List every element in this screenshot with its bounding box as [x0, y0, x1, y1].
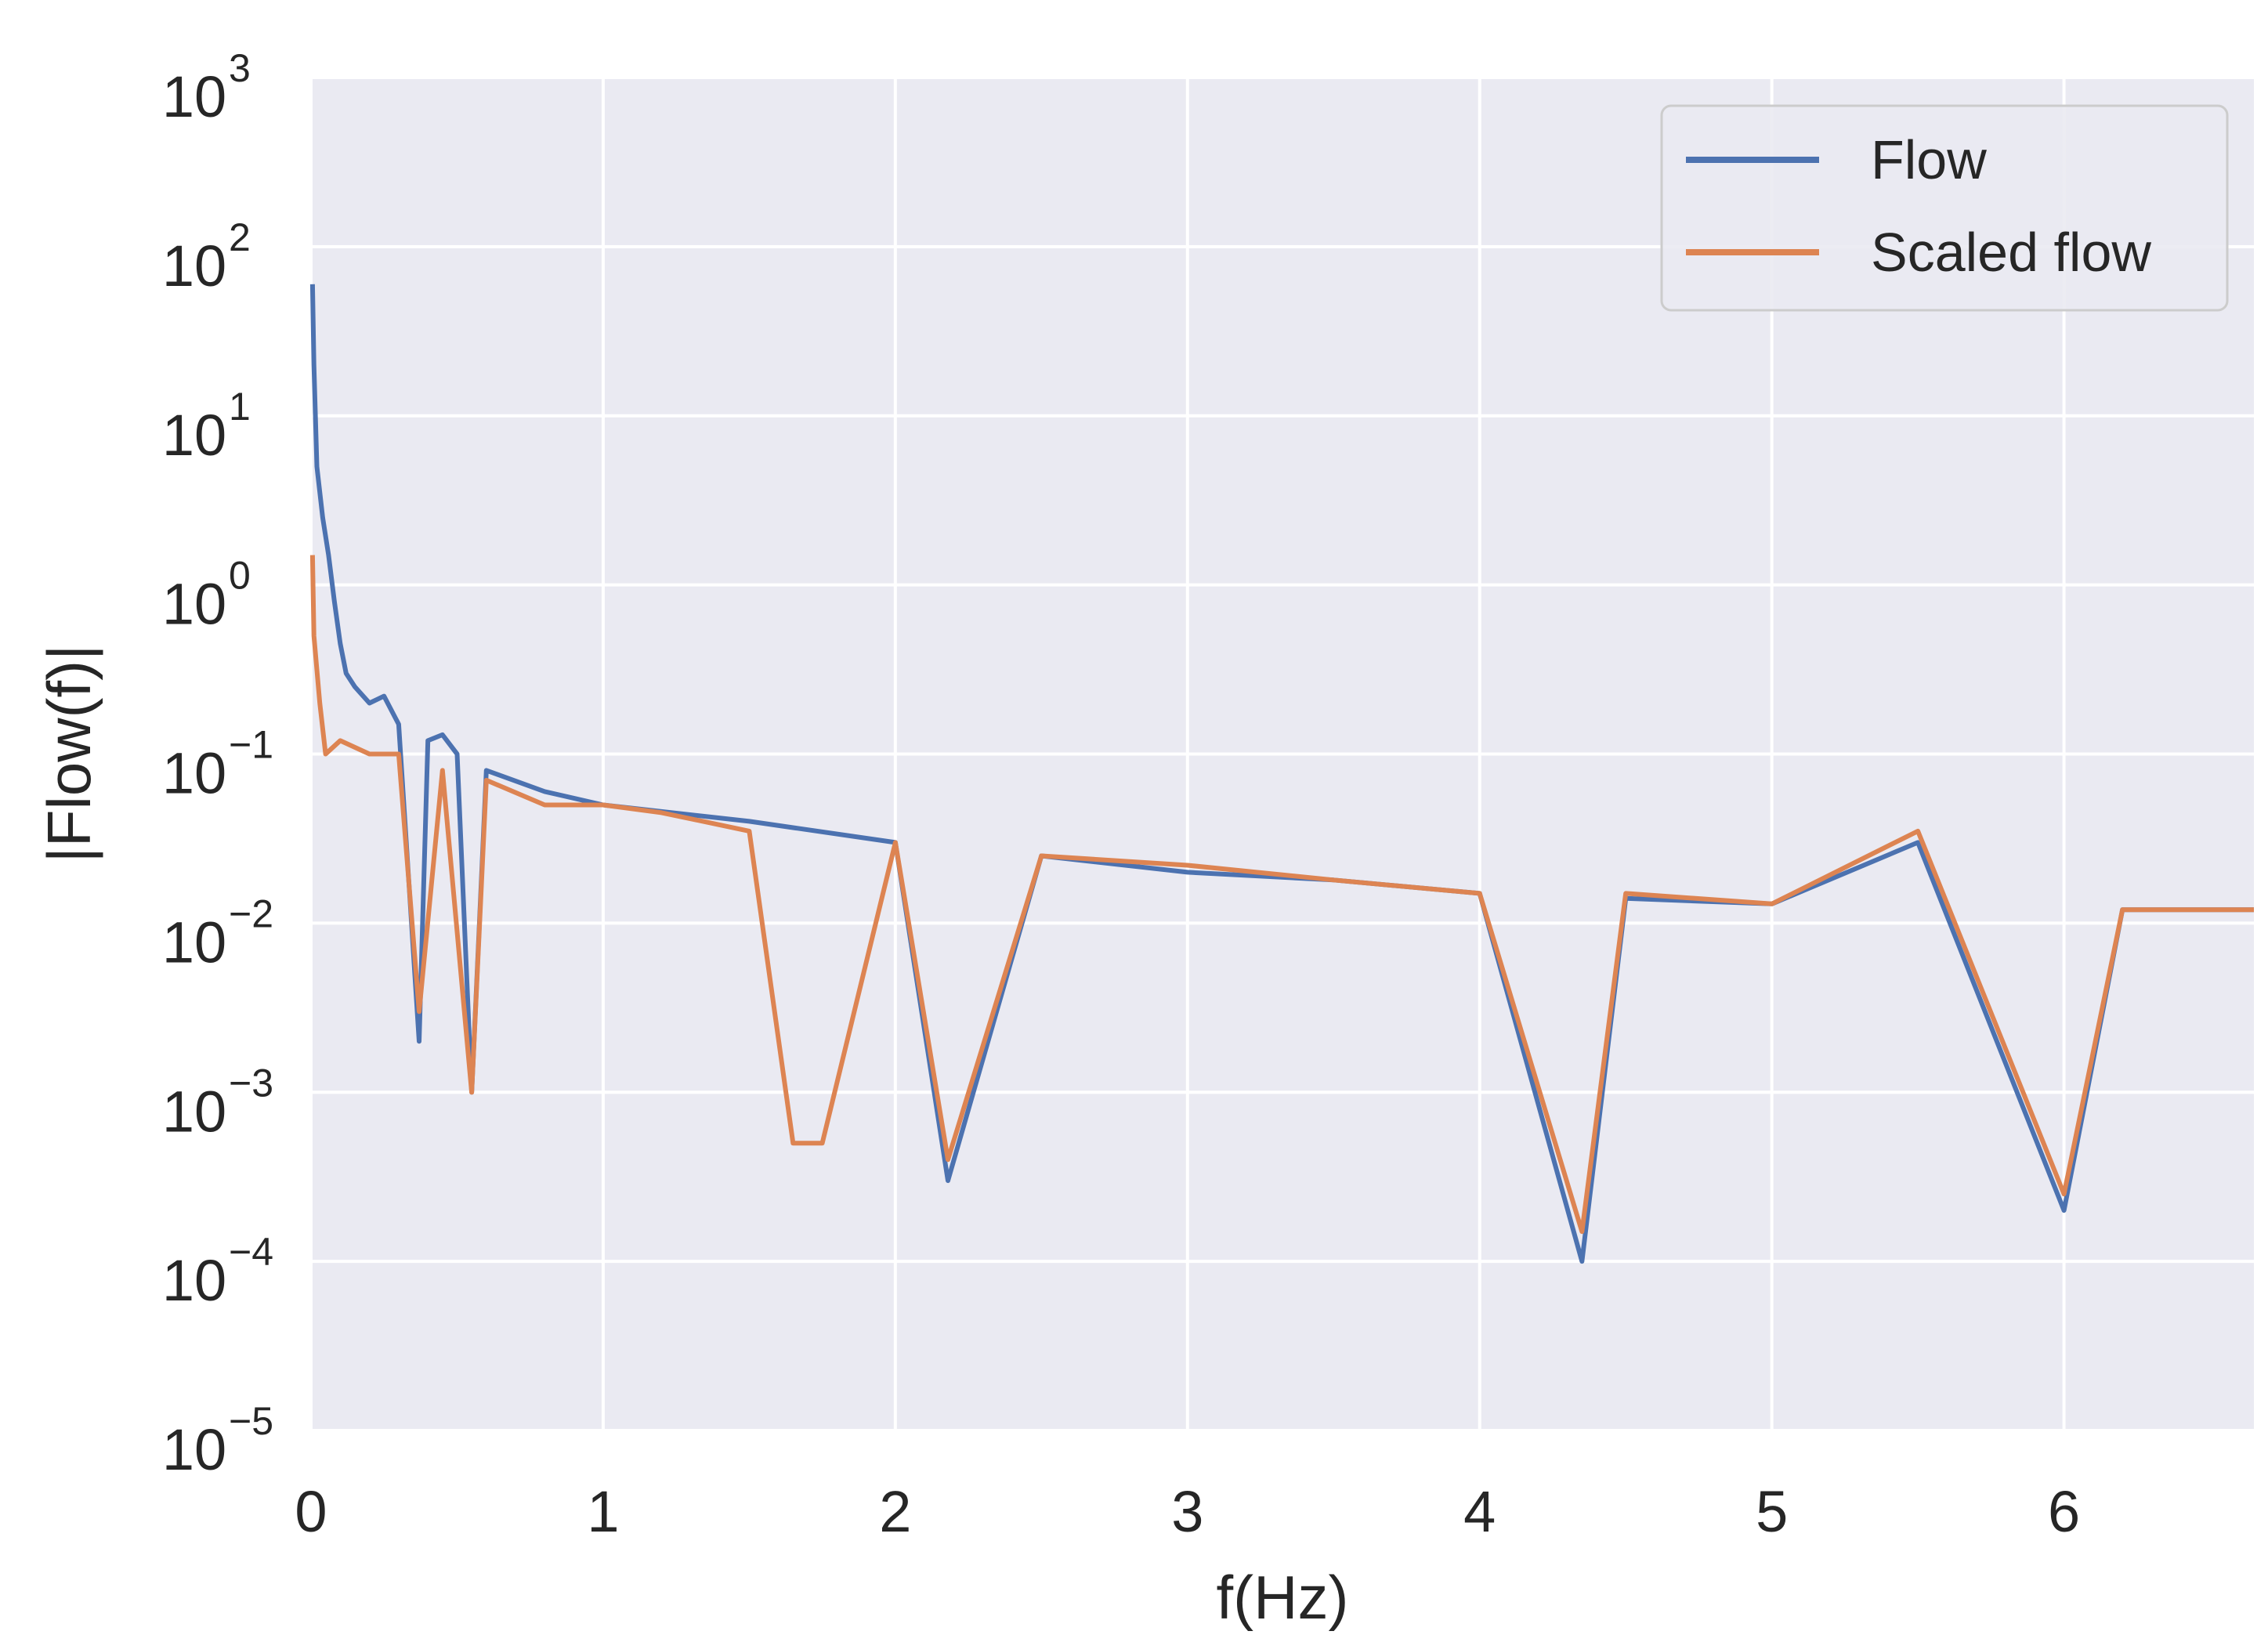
y-tick-exponent: −4: [229, 1230, 273, 1274]
y-tick-exponent: −2: [229, 892, 273, 935]
y-tick-exponent: 2: [229, 215, 251, 259]
x-axis-label: f(Hz): [1217, 1563, 1349, 1632]
y-tick-exponent: −1: [229, 723, 273, 767]
x-tick-label: 5: [1756, 1479, 1788, 1544]
x-tick-labels: 0 1 2 3 4 5 6: [295, 1479, 2080, 1544]
legend: Flow Scaled flow: [1660, 104, 2229, 312]
series-line-scaled-flow: [309, 555, 2254, 1235]
y-tick-exponent: 0: [229, 554, 251, 598]
legend-label-scaled-flow: Scaled flow: [1871, 222, 2151, 283]
x-tick-label: 0: [295, 1479, 327, 1544]
y-tick-label: 10: [162, 910, 226, 975]
y-tick-label: 10: [162, 572, 226, 637]
y-tick-exponent: −3: [229, 1061, 273, 1105]
x-tick-label: 4: [1463, 1479, 1496, 1544]
grid-lines: [309, 76, 2254, 1432]
y-tick-label: 10: [162, 403, 226, 468]
y-axis-label: |Flow(f)|: [34, 645, 103, 863]
y-tick-label: 10: [162, 1079, 226, 1144]
x-tick-label: 6: [2048, 1479, 2080, 1544]
x-tick-label: 3: [1171, 1479, 1203, 1544]
y-tick-label: 10: [162, 1248, 226, 1313]
y-tick-label: 10: [162, 1417, 226, 1482]
y-tick-label: 10: [162, 64, 226, 129]
y-tick-exponent: 3: [229, 46, 251, 90]
y-tick-label: 10: [162, 741, 226, 806]
y-tick-label: 10: [162, 233, 226, 298]
y-tick-exponent: 1: [229, 385, 251, 429]
x-tick-label: 1: [587, 1479, 619, 1544]
x-tick-label: 2: [879, 1479, 911, 1544]
series-group: [309, 284, 2254, 1264]
legend-label-flow: Flow: [1871, 129, 1987, 190]
y-tick-exponent: −5: [229, 1399, 273, 1443]
